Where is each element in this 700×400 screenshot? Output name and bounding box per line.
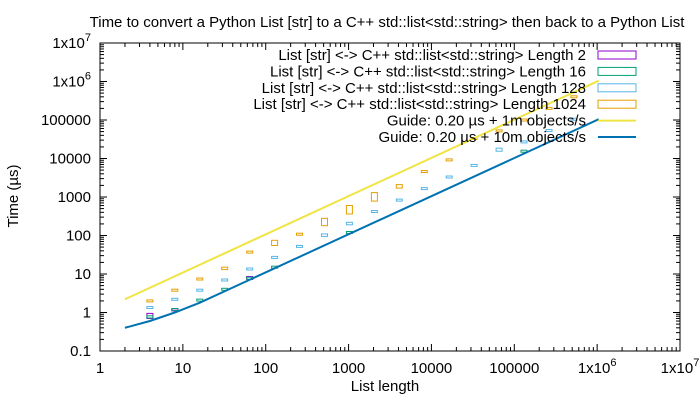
y-tick-label: 1000 [58, 189, 91, 206]
data-box [271, 255, 279, 259]
legend-label: List [str] <-> C++ std::list<std::string… [262, 80, 586, 97]
data-box [420, 170, 428, 173]
data-box [171, 308, 179, 311]
data-box [370, 210, 378, 213]
data-box [445, 175, 453, 179]
series-5 [124, 79, 600, 301]
y-tick-label: 0.1 [70, 343, 91, 360]
legend-label: Guide: 0.20 µs + 10m objects/s [378, 129, 586, 146]
data-box [495, 147, 503, 152]
data-box [221, 266, 229, 271]
data-box [520, 118, 528, 122]
data-box [321, 233, 328, 237]
data-box [296, 244, 303, 248]
y-tick-label: 1x106 [52, 71, 91, 91]
legend-label: List [str] <-> C++ std::list<std::string… [278, 47, 586, 64]
data-box [171, 297, 179, 301]
legend-item: List [str] <-> C++ std::list<std::string… [262, 80, 637, 97]
legend-item: Guide: 0.20 µs + 10m objects/s [378, 129, 636, 146]
x-tick-label: 1x107 [661, 357, 700, 377]
legend-label: List [str] <-> C++ std::list<std::string… [270, 63, 586, 80]
data-box [146, 299, 154, 303]
data-box [495, 129, 503, 133]
data-box [271, 239, 279, 247]
data-box [420, 187, 428, 191]
x-tick-label: 1x106 [578, 357, 617, 377]
chart-title: Time to convert a Python List [str] to a… [90, 14, 686, 31]
legend-item: List [str] <-> C++ std::list<std::string… [270, 63, 637, 80]
data-box [520, 140, 528, 144]
series-6 [124, 118, 600, 329]
data-box [171, 288, 179, 292]
x-axis-label: List length [351, 378, 419, 395]
data-box [146, 306, 154, 309]
y-tick-label: 1x107 [52, 32, 91, 52]
series-line [124, 118, 600, 329]
data-box [545, 106, 553, 110]
data-box [296, 232, 303, 236]
data-box [395, 198, 403, 202]
y-tick-label: 10000 [49, 151, 91, 168]
series-4 [146, 95, 578, 303]
x-tick-label: 10000 [411, 360, 453, 377]
data-box [321, 217, 328, 227]
y-tick-label: 10 [74, 266, 91, 283]
legend: List [str] <-> C++ std::list<std::string… [253, 47, 637, 146]
legend-label: Guide: 0.20 µs + 1m objects/s [387, 113, 586, 130]
data-box [246, 250, 254, 254]
data-box [146, 315, 154, 319]
data-box [470, 163, 478, 167]
data-box [221, 278, 229, 282]
legend-box-swatch [597, 66, 637, 76]
data-box [370, 192, 378, 202]
data-box [246, 267, 254, 271]
y-tick-label: 100 [66, 228, 91, 245]
series-layer [124, 79, 600, 329]
data-box [196, 277, 204, 281]
x-tick-label: 100000 [489, 360, 539, 377]
data-box [545, 129, 553, 133]
legend-item: List [str] <-> C++ std::list<std::string… [253, 96, 637, 113]
data-box [445, 158, 453, 162]
x-tick-label: 1000 [332, 360, 365, 377]
data-box [345, 205, 353, 215]
y-axis: 0.1 1 10 100 1000 10000 100000 1x106 1x107 [41, 32, 680, 360]
x-tick-label: 100 [253, 360, 278, 377]
data-box [395, 184, 403, 189]
x-tick-label: 1 [96, 360, 104, 377]
legend-item: Guide: 0.20 µs + 1m objects/s [387, 113, 636, 130]
y-axis-label: Time (µs) [5, 164, 22, 227]
legend-item: List [str] <-> C++ std::list<std::string… [278, 47, 637, 64]
data-box [570, 95, 578, 99]
series-2 [146, 149, 528, 319]
series-3 [146, 117, 578, 309]
legend-box-swatch [597, 83, 637, 93]
data-box [345, 221, 353, 226]
legend-box-swatch [597, 99, 637, 109]
data-box [196, 298, 204, 302]
y-tick-label: 1 [83, 305, 91, 322]
series-line [124, 79, 600, 301]
x-tick-label: 10 [175, 360, 192, 377]
legend-label: List [str] <-> C++ std::list<std::string… [253, 96, 586, 113]
y-tick-label: 100000 [41, 112, 91, 129]
data-box [570, 117, 578, 121]
data-box [196, 288, 204, 292]
legend-box-swatch [597, 50, 637, 60]
